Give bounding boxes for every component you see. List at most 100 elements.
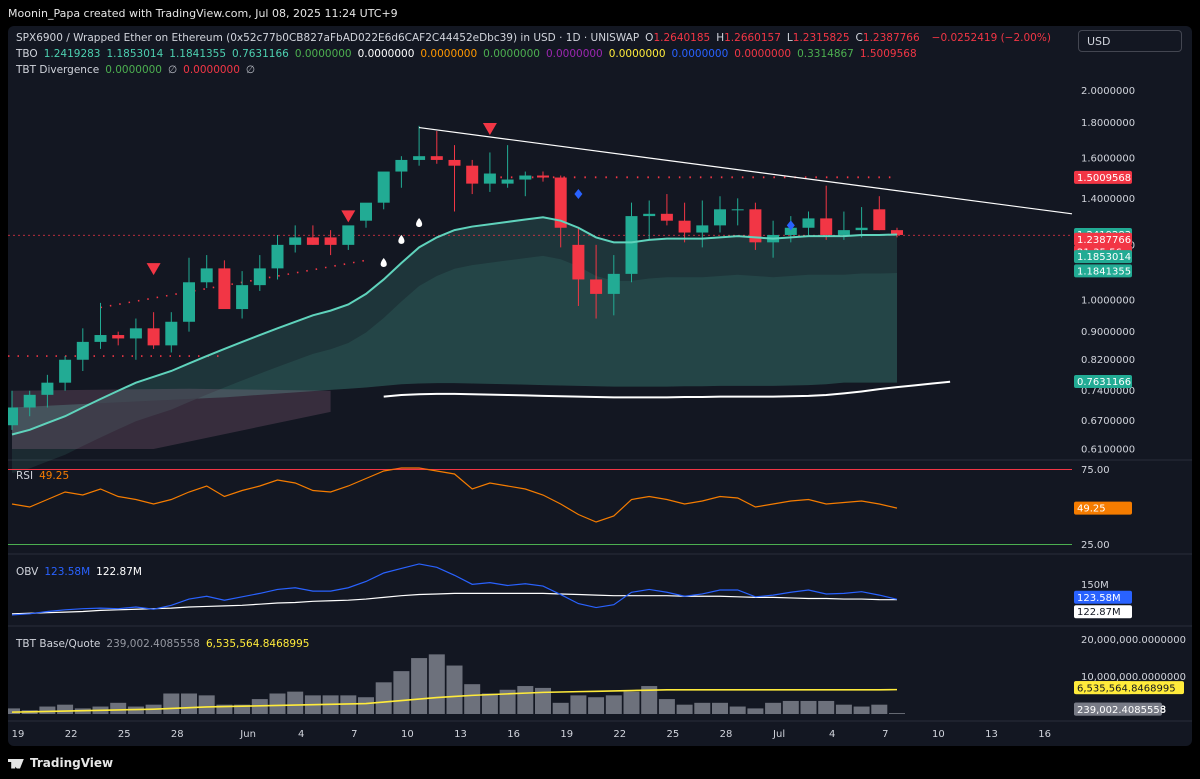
candle-body <box>236 285 249 310</box>
candle-body <box>41 382 54 395</box>
candle-body <box>360 202 372 221</box>
time-axis-tick: 10 <box>401 729 414 740</box>
volume-bar <box>729 706 746 714</box>
tbo-fast-line <box>11 216 898 436</box>
price-label: 1.1853014 <box>1077 252 1131 263</box>
tbo-value: 1.1841355 <box>169 48 227 60</box>
candle-body <box>537 175 549 178</box>
tbo-values: 1.2419283 1.1853014 1.1841355 0.7631166 0.00… <box>44 48 923 60</box>
time-axis-tick: 19 <box>560 729 573 740</box>
volume-bar <box>464 684 481 714</box>
tbt-label: TBT Base/Quote <box>16 638 101 650</box>
time-axis-tick: 7 <box>351 729 357 740</box>
candle-body <box>306 237 319 245</box>
price-label: 1.1841355 <box>1077 266 1131 277</box>
tbo-value: 0.0000000 <box>294 48 352 60</box>
volume-bar <box>570 695 587 714</box>
tbt-value-wide-bg <box>1074 702 1162 716</box>
volume-bar <box>747 708 764 714</box>
price-axis-tick: 2.0000000 <box>1081 86 1135 97</box>
divergence-value: 0.0000000 <box>105 64 162 76</box>
volume-bar <box>57 704 74 714</box>
rsi-value-label: 49.25 <box>1077 504 1106 515</box>
volume-bar <box>358 697 374 714</box>
tbo-band-area <box>12 217 897 435</box>
candle-body <box>483 173 496 184</box>
tbo-value: 0.3314867 <box>797 48 854 60</box>
tbo-value: 1.5009568 <box>859 48 917 60</box>
time-axis-tick: 13 <box>985 729 998 740</box>
candle-body <box>94 335 107 342</box>
header-credit: Moonin_Papa created with TradingView.com… <box>8 7 398 20</box>
candle-body <box>643 213 656 217</box>
tradingview-logo-icon <box>8 758 24 769</box>
candle-body <box>147 328 160 346</box>
tbo-slow-line <box>383 380 951 399</box>
volume-bar <box>499 689 516 714</box>
candle-body <box>607 273 620 294</box>
candle-body <box>342 225 355 245</box>
candle-body <box>802 218 815 228</box>
volume-bar <box>269 693 286 714</box>
tbo-value: 0.0000000 <box>420 48 478 60</box>
time-axis-tick: 10 <box>932 729 945 740</box>
candle-body <box>696 225 709 233</box>
volume-bar <box>446 665 463 714</box>
sell-signal-triangle <box>482 123 497 136</box>
candle-body <box>820 218 833 235</box>
legend-tbo: TBO 1.2419283 1.1853014 1.1841355 0.7631166 0… <box>16 48 929 60</box>
legend-tbt: TBT Base/Quote 239,002.4085558 6,535,564.8… <box>16 638 315 650</box>
obv-ma-value-label: 122.87M <box>1077 607 1121 618</box>
price-axis-tick: 0.6700000 <box>1081 416 1135 427</box>
time-axis-tick: Jun <box>239 729 256 740</box>
volume-bar <box>588 697 605 714</box>
volume-bar <box>658 699 675 714</box>
candle-body <box>678 220 691 233</box>
candle-body <box>218 268 231 310</box>
volume-bar <box>481 693 498 714</box>
price-change: −0.0252419 (−2.00%) <box>931 32 1051 44</box>
tbt-value-wide: 239,002.4085558 <box>1077 705 1166 716</box>
candle-body <box>873 209 886 231</box>
candle-body <box>112 335 125 339</box>
candle-body <box>501 179 514 184</box>
obv-value-label-bg <box>1074 590 1132 604</box>
divergence-value: ∅ <box>167 64 178 76</box>
ohlc-key-H: H <box>716 32 725 44</box>
candle-body <box>554 177 567 228</box>
candle-body <box>466 165 479 184</box>
price-label-bg <box>1074 232 1132 246</box>
obv-value-label: 123.58M <box>1077 593 1121 604</box>
currency-button[interactable]: USD <box>1078 30 1182 52</box>
chart-canvas[interactable]: 2.00000001.80000001.60000001.40000001.20… <box>8 26 1192 746</box>
ohlc-value-O: 1.2640185 <box>653 32 711 44</box>
volume-bar <box>517 686 534 714</box>
candle-body <box>430 156 443 160</box>
ohlc-key-C: C <box>855 32 863 44</box>
legend-divergence: TBT Divergence 0.0000000 ∅ 0.0000000 ∅ <box>16 64 267 76</box>
volume-bar <box>641 686 658 714</box>
price-axis-tick: 0.7400000 <box>1081 386 1135 397</box>
volume-bar <box>605 695 622 714</box>
candle-body <box>625 216 638 274</box>
volume-bar <box>428 654 445 714</box>
tbo-value: 0.0000000 <box>608 48 666 60</box>
time-axis-tick: Jul <box>772 729 785 740</box>
time-axis-tick: 13 <box>454 729 467 740</box>
volume-bar <box>181 693 197 714</box>
rsi-value: 49.25 <box>39 470 70 482</box>
ohlc-values: O1.2640185 H1.2660157 L1.2315825 C1.2387766 <box>645 32 926 44</box>
volume-bar <box>110 702 127 714</box>
candle-body <box>519 175 532 180</box>
tbt-tick: 20,000,000.0000000 <box>1081 635 1186 646</box>
volume-bar <box>8 708 20 714</box>
ohlc-value-H: 1.2660157 <box>724 32 781 44</box>
volume-ma-line <box>11 688 898 713</box>
divergence-diamond <box>786 220 795 231</box>
time-axis-tick: 28 <box>720 729 733 740</box>
rsi-label: RSI <box>16 470 34 482</box>
trendline <box>419 126 1073 215</box>
candle-body <box>891 230 903 235</box>
candle-body <box>23 394 36 408</box>
obv-label: OBV <box>16 566 39 578</box>
